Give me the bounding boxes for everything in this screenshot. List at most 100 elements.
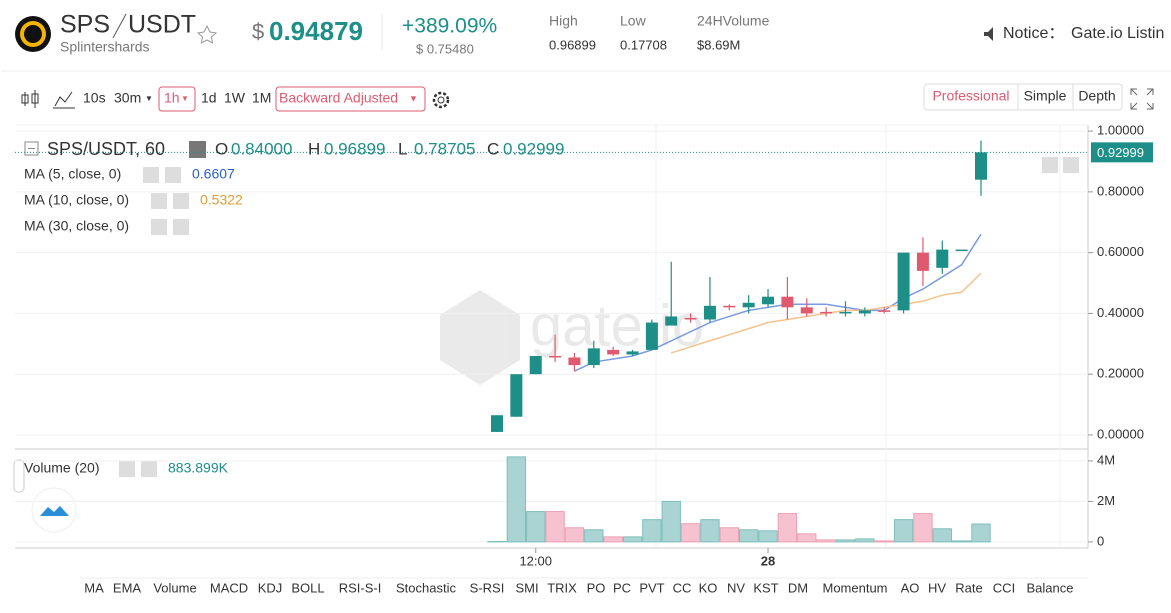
candle-body (491, 415, 503, 432)
interval[interactable]: 1h (164, 90, 180, 106)
ohlc-label: L (398, 139, 407, 158)
candle-body (820, 311, 833, 314)
y2-tick-label: 4M (1097, 452, 1115, 467)
ma-value: 0.6607 (192, 166, 235, 182)
view-switch (923, 83, 1123, 111)
collapse-box[interactable] (24, 141, 39, 156)
interval[interactable]: 10s (83, 90, 106, 106)
ohlc-value: 0.78705 (414, 139, 475, 158)
indicator-tab[interactable]: PC (613, 580, 631, 595)
last-price-label: 0.92999 (1097, 145, 1144, 160)
side-handle[interactable] (13, 459, 25, 493)
indicator-tab[interactable]: CC (673, 580, 692, 595)
indicator-tab[interactable]: KDJ (258, 580, 283, 595)
candle-body (858, 310, 871, 314)
speaker-icon (984, 27, 993, 41)
view-option[interactable]: Simple (1024, 88, 1067, 104)
indicator-tab[interactable]: PO (587, 580, 606, 595)
stat-value: 0.96899 (549, 37, 596, 52)
change: +389.09% (402, 15, 497, 38)
indicator-tab[interactable]: BOLL (291, 580, 324, 595)
watermark-logo (440, 290, 520, 385)
interval[interactable]: 1d (201, 90, 217, 106)
interval[interactable]: 1W (224, 90, 246, 106)
indicator-tab[interactable]: KST (753, 580, 778, 595)
volume-bar (642, 519, 662, 543)
view-option[interactable]: Depth (1078, 88, 1115, 104)
volume-bar (603, 536, 623, 543)
ma-label: MA (30, close, 0) (24, 218, 129, 234)
last-price-tag (1091, 142, 1153, 163)
indicator-tab[interactable]: NV (727, 580, 745, 595)
indicator-tab[interactable]: CCI (993, 580, 1015, 595)
settings-icon-core (437, 96, 445, 104)
scroll-btn[interactable] (1042, 157, 1058, 173)
volume-bar (506, 456, 527, 543)
legend-settings[interactable] (189, 141, 206, 158)
candle-body (742, 302, 755, 308)
adjust[interactable]: Backward Adjusted (279, 90, 398, 106)
ma-value: 0.5322 (200, 192, 243, 208)
interval[interactable]: 1M (252, 90, 271, 106)
volume-bar (777, 513, 798, 543)
indicator-tab[interactable]: MA (84, 580, 104, 595)
indicator-tab[interactable]: AO (901, 580, 920, 595)
volume-bar (971, 523, 991, 543)
ma-label: MA (10, close, 0) (24, 192, 129, 208)
change-usd: $ 0.75480 (416, 41, 474, 56)
volume-bar (739, 529, 759, 543)
settings-btn[interactable] (151, 193, 167, 209)
badge-icon (40, 506, 69, 516)
indicator-tab[interactable]: MACD (210, 580, 248, 595)
indicator-tab[interactable]: HV (928, 580, 946, 595)
settings-icon[interactable] (432, 91, 450, 109)
volume-bar (797, 533, 817, 543)
candle-body (626, 351, 639, 355)
fullscreen-icon[interactable] (1130, 88, 1154, 110)
indicator-tab[interactable]: RSI-S-I (339, 580, 382, 595)
scroll-btn[interactable] (1063, 157, 1079, 173)
indicator-tab[interactable]: Momentum (822, 580, 887, 595)
close-btn[interactable] (173, 193, 189, 209)
settings-btn[interactable] (143, 167, 159, 183)
candle-body (703, 305, 716, 320)
indicator-tab[interactable]: S-RSI (470, 580, 505, 595)
close-btn[interactable] (165, 167, 181, 183)
volume-bar (835, 539, 856, 543)
settings-btn[interactable] (119, 461, 135, 477)
view-option[interactable]: Professional (932, 88, 1009, 104)
settings-btn[interactable] (151, 219, 167, 235)
candle-body (839, 311, 852, 314)
indicator-tab[interactable]: TRIX (547, 580, 577, 595)
close-btn[interactable] (173, 219, 189, 235)
indicator-tab[interactable]: PVT (639, 580, 664, 595)
legend-title: SPS/USDT, 60 (47, 139, 165, 159)
stat-label: 24HVolume (697, 13, 770, 29)
ohlc-label: H (308, 139, 320, 158)
indicator-tab[interactable]: KO (699, 580, 718, 595)
indicator-tab[interactable]: Rate (955, 580, 982, 595)
indicator-tab[interactable]: EMA (113, 580, 142, 595)
volume-bar (700, 519, 720, 543)
candle-body (897, 252, 910, 311)
indicator-tab[interactable]: Volume (153, 580, 196, 595)
indicator-tab[interactable]: SMI (515, 580, 538, 595)
indicator-tab[interactable]: Balance (1027, 580, 1074, 595)
ohlc-value: 0.84000 (231, 139, 292, 158)
candle-icon[interactable] (21, 90, 39, 108)
y-tick-label: 0.20000 (1097, 366, 1144, 381)
candle-body (936, 249, 949, 268)
volume-bar (758, 530, 778, 543)
favorite-star[interactable] (196, 24, 218, 44)
last-price: 0.94879 (269, 16, 363, 46)
indicator-tab[interactable]: DM (788, 580, 808, 595)
y2-tick-label: 2M (1097, 493, 1115, 508)
close-btn[interactable] (141, 461, 157, 477)
interval[interactable]: 30m (114, 90, 141, 106)
base: SPS (60, 11, 110, 39)
indicator-icon[interactable] (53, 91, 75, 109)
ma-line (574, 233, 982, 372)
indicator-tab[interactable]: Stochastic (396, 580, 456, 595)
